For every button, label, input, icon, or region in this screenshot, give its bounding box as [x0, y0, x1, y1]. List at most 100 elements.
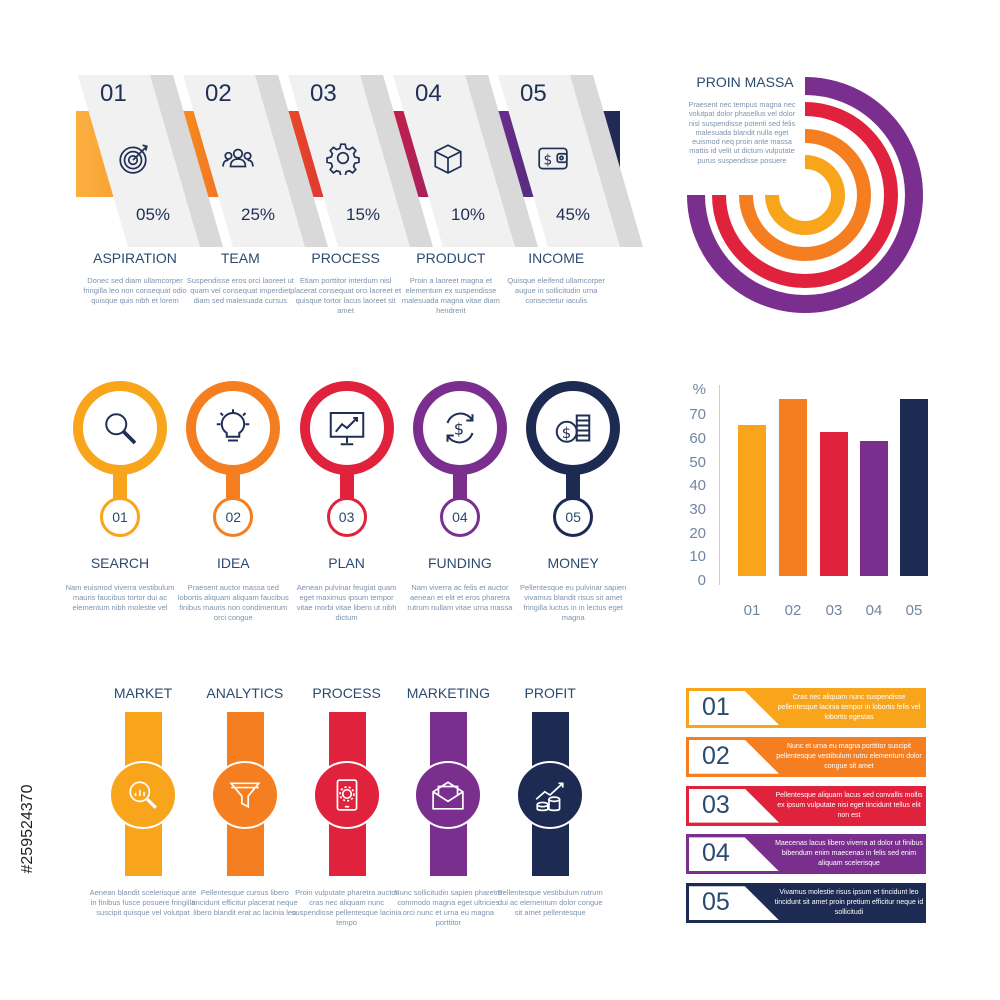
list-text: Maecenas lacus libero viverra at dolor u…: [775, 840, 923, 868]
dollar-cycle-icon: $: [440, 408, 480, 448]
circle-number-text: 05: [565, 509, 581, 525]
circle-title: SEARCH: [90, 555, 150, 571]
pillar-description: Pellentesque vestibulum rutrum dui ac el…: [497, 888, 603, 917]
step-number: 03: [310, 80, 337, 107]
pillar-circle: [109, 761, 177, 829]
list-number: 01: [702, 693, 730, 721]
circle-badge: [412, 381, 507, 475]
coins-icon: $: [553, 408, 593, 448]
tablet-gear-icon: [330, 778, 364, 812]
team-icon: [221, 141, 255, 175]
connector: [339, 474, 354, 498]
step-panel: [288, 75, 410, 247]
radial-description: Praesent nec tempus magna nec volutpat d…: [688, 100, 796, 165]
radial-title: PROIN MASSA: [696, 74, 794, 90]
y-axis-label: %: [692, 381, 706, 398]
svg-text:$: $: [543, 152, 552, 168]
target-icon: [116, 141, 150, 175]
list-item: 01 Cras nec aliquam nunc suspendisse pell…: [686, 688, 926, 728]
circle-title: PLAN: [328, 555, 365, 571]
wallet-icon: $: [536, 141, 570, 175]
step-description: Quisque eleifend ullamcorper augue in so…: [507, 276, 605, 305]
list-number: 02: [702, 741, 730, 770]
connector: [452, 474, 467, 498]
step-description: Donec sed diam ullamcorper fringilla leo…: [83, 276, 187, 305]
y-tick-label: 70: [689, 406, 706, 424]
step-number: 04: [415, 80, 442, 107]
step-description: Proin a laoreet magna et elementum ex su…: [401, 276, 500, 315]
search-icon: [100, 408, 140, 448]
circle-badge: [526, 381, 621, 475]
step-panel: [393, 75, 515, 247]
step-number: 01: [100, 80, 127, 107]
list-text: Pellentesque aliquam lacus sed convallis…: [775, 791, 923, 819]
circle-number: 01: [100, 497, 140, 537]
step-title: INCOME: [528, 250, 585, 266]
lightbulb-icon: [213, 408, 253, 448]
step-panel: [78, 75, 200, 247]
step-title: ASPIRATION: [93, 250, 177, 266]
circle-number: 03: [326, 497, 367, 537]
circle-number-text: 02: [225, 509, 242, 525]
bar: [738, 424, 766, 576]
pillar-description: Proin vulputate pharetra auctor cras nec…: [291, 888, 402, 927]
chart-board-icon: [327, 408, 367, 448]
step-description: Suspendisse eros orci laoreet ut quam ve…: [186, 276, 294, 305]
x-tick-label: 03: [825, 602, 843, 619]
list-item: 05 Vivamus molestie risus ipsum et tincid…: [686, 883, 926, 924]
step-percent: 15%: [346, 205, 381, 224]
circle-number: 05: [553, 497, 594, 537]
bar: [900, 398, 928, 576]
bar: [860, 441, 888, 576]
step-number: 05: [520, 80, 547, 107]
step-description: Etiam porttitor interdum nisl placerat c…: [290, 276, 402, 315]
y-tick-label: 30: [689, 500, 706, 518]
pillar-circle: [210, 761, 279, 829]
radial-arc: [765, 155, 845, 235]
step-panel: [498, 75, 620, 247]
pillar-title: PROFIT: [524, 685, 576, 701]
list-number: 04: [702, 839, 730, 868]
svg-text:$: $: [562, 424, 572, 442]
y-tick-label: 60: [689, 429, 706, 447]
pillar-title: MARKETING: [406, 685, 490, 701]
pillar-title: PROCESS: [312, 685, 381, 701]
list-item: 03 Pellentesque aliquam lacus sed convall…: [686, 785, 926, 826]
radial-arc: [687, 77, 923, 313]
pillar-circle: [414, 761, 483, 829]
list-number: 03: [702, 790, 730, 819]
pillar-title: ANALYTICS: [206, 685, 284, 701]
y-axis: [719, 385, 720, 585]
growth-coins-icon: [533, 778, 567, 812]
circle-number-text: 01: [112, 509, 128, 525]
svg-text:$: $: [454, 419, 464, 438]
connector: [226, 474, 241, 498]
step-percent: 45%: [556, 205, 591, 224]
connector: [566, 474, 581, 498]
analytics-search-icon: [126, 778, 160, 812]
step-title: TEAM: [220, 250, 260, 266]
box-icon: [431, 141, 465, 175]
list-number: 05: [702, 888, 730, 917]
x-tick-label: 01: [743, 602, 761, 619]
circle-description: Pellentesque eu pulvinar sapien vivamus …: [520, 583, 627, 622]
circle-badge: [73, 381, 167, 475]
pillar-description: Nunc sollicitudin sapien pharetra commod…: [394, 888, 503, 927]
circle-description: Praesent auctor massa sed lobortis aliqu…: [177, 583, 289, 622]
pillar-description: Aenean blandit scelerisque ante in finib…: [89, 888, 197, 917]
radial-arc: [712, 102, 898, 288]
connector: [113, 474, 127, 498]
x-tick-label: 02: [784, 602, 802, 619]
y-tick-label: 10: [689, 548, 706, 566]
step-number: 02: [205, 80, 232, 107]
circle-description: Nam euismod viverra vestibulum mauris fa…: [65, 583, 175, 612]
circle-number-text: 03: [338, 509, 355, 525]
step-percent: 25%: [241, 205, 276, 224]
circle-number-text: 04: [452, 509, 468, 525]
step-percent: 10%: [451, 205, 486, 224]
circle-title: IDEA: [216, 555, 250, 571]
circle-title: FUNDING: [428, 555, 492, 571]
list-text: Vivamus molestie risus ipsum et tincidun…: [774, 889, 924, 917]
step-percent: 05%: [136, 205, 171, 224]
y-tick-label: 0: [697, 572, 706, 589]
